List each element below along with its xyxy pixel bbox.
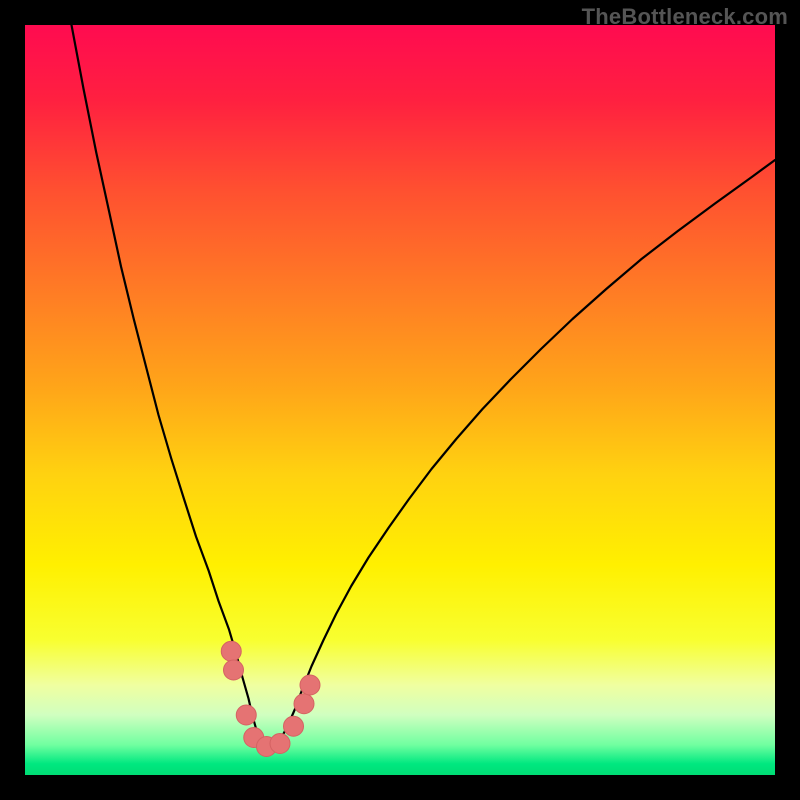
bottleneck-curve-chart xyxy=(25,25,775,775)
chart-frame: TheBottleneck.com xyxy=(0,0,800,800)
data-marker xyxy=(236,705,256,725)
plot-area xyxy=(25,25,775,775)
data-marker xyxy=(294,694,314,714)
data-marker xyxy=(284,716,304,736)
gradient-background xyxy=(25,25,775,775)
data-marker xyxy=(270,734,290,754)
data-marker xyxy=(224,660,244,680)
data-marker xyxy=(221,641,241,661)
data-marker xyxy=(300,675,320,695)
